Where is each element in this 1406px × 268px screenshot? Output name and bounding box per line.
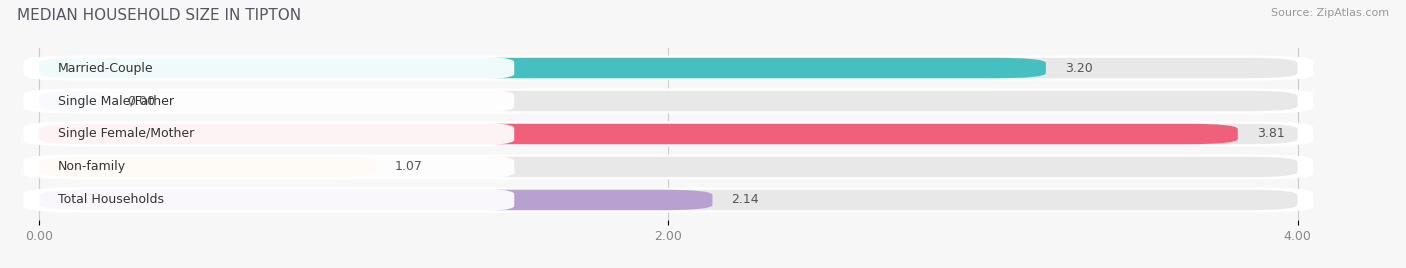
FancyBboxPatch shape — [27, 56, 515, 80]
Text: Source: ZipAtlas.com: Source: ZipAtlas.com — [1271, 8, 1389, 18]
Text: Single Male/Father: Single Male/Father — [58, 95, 174, 107]
FancyBboxPatch shape — [39, 91, 108, 111]
Text: MEDIAN HOUSEHOLD SIZE IN TIPTON: MEDIAN HOUSEHOLD SIZE IN TIPTON — [17, 8, 301, 23]
FancyBboxPatch shape — [39, 190, 713, 210]
FancyBboxPatch shape — [39, 58, 1046, 78]
Text: 0.00: 0.00 — [128, 95, 155, 107]
FancyBboxPatch shape — [24, 55, 1313, 81]
Text: Total Households: Total Households — [58, 193, 165, 206]
Text: Single Female/Mother: Single Female/Mother — [58, 128, 194, 140]
FancyBboxPatch shape — [39, 157, 1298, 177]
FancyBboxPatch shape — [39, 58, 1298, 78]
FancyBboxPatch shape — [27, 122, 515, 146]
Text: Married-Couple: Married-Couple — [58, 62, 153, 75]
FancyBboxPatch shape — [24, 121, 1313, 147]
Text: Non-family: Non-family — [58, 161, 127, 173]
Text: 3.20: 3.20 — [1064, 62, 1092, 75]
FancyBboxPatch shape — [24, 187, 1313, 213]
FancyBboxPatch shape — [39, 124, 1237, 144]
FancyBboxPatch shape — [39, 190, 1298, 210]
Text: 3.81: 3.81 — [1257, 128, 1285, 140]
FancyBboxPatch shape — [27, 155, 515, 179]
FancyBboxPatch shape — [27, 188, 515, 212]
FancyBboxPatch shape — [24, 154, 1313, 180]
FancyBboxPatch shape — [24, 88, 1313, 114]
Text: 1.07: 1.07 — [395, 161, 423, 173]
Text: 2.14: 2.14 — [731, 193, 759, 206]
FancyBboxPatch shape — [27, 89, 515, 113]
FancyBboxPatch shape — [39, 91, 1298, 111]
FancyBboxPatch shape — [39, 124, 1298, 144]
FancyBboxPatch shape — [39, 157, 375, 177]
